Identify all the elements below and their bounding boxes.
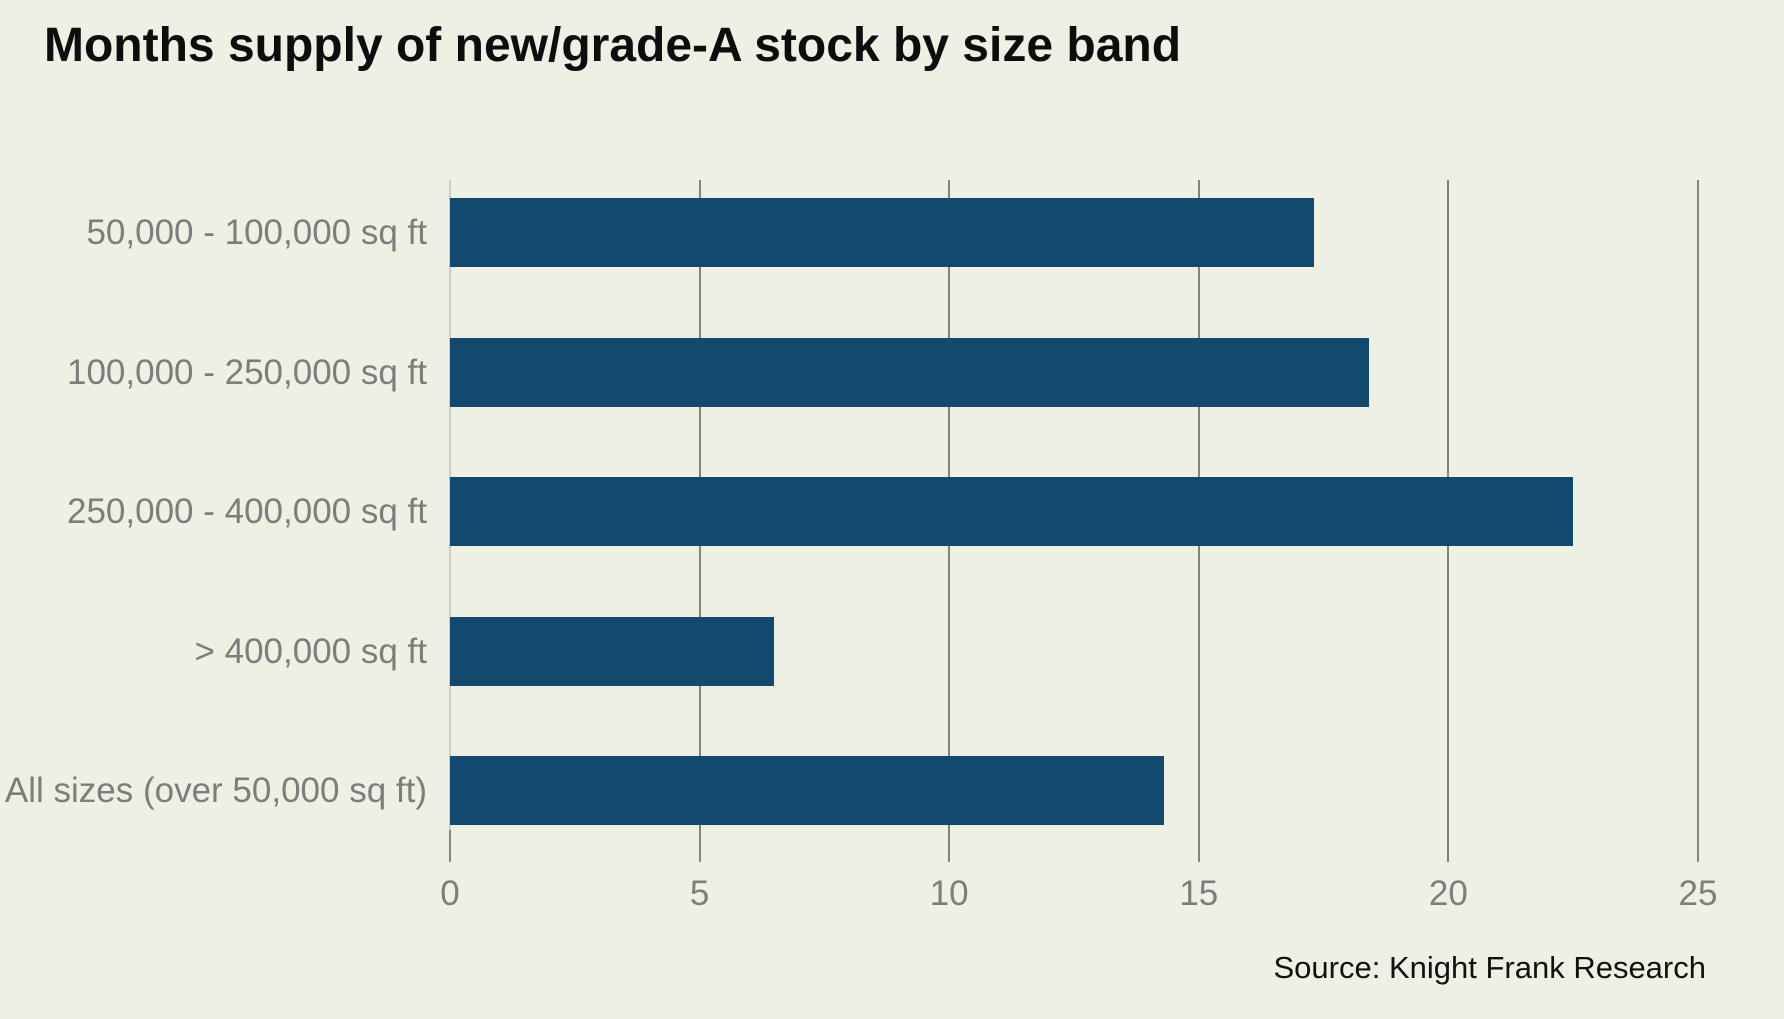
bar-0 (450, 198, 1314, 267)
category-label-2: 250,000 - 400,000 sq ft (67, 492, 427, 531)
category-label-1: 100,000 - 250,000 sq ft (67, 352, 427, 392)
bar-2 (450, 477, 1574, 546)
chart-title: Months supply of new/grade-A stock by si… (44, 19, 1182, 72)
x-tick-label: 0 (440, 874, 460, 913)
x-tick-label: 20 (1428, 874, 1468, 913)
x-tick-label: 25 (1678, 874, 1718, 913)
bar-3 (450, 616, 775, 686)
category-label-3: > 400,000 sq ft (194, 631, 427, 671)
bar-1 (450, 337, 1369, 407)
source-credit: Source: Knight Frank Research (1273, 950, 1707, 985)
gridline (1697, 180, 1699, 862)
x-tick-label: 5 (689, 874, 710, 913)
category-label-4: All sizes (over 50,000 sq ft) (4, 771, 427, 810)
category-label-0: 50,000 - 100,000 sq ft (86, 213, 427, 252)
axis-tick (449, 830, 451, 862)
bar-4 (450, 756, 1164, 825)
x-tick-label: 15 (1179, 874, 1219, 913)
x-tick-label: 10 (929, 874, 969, 913)
